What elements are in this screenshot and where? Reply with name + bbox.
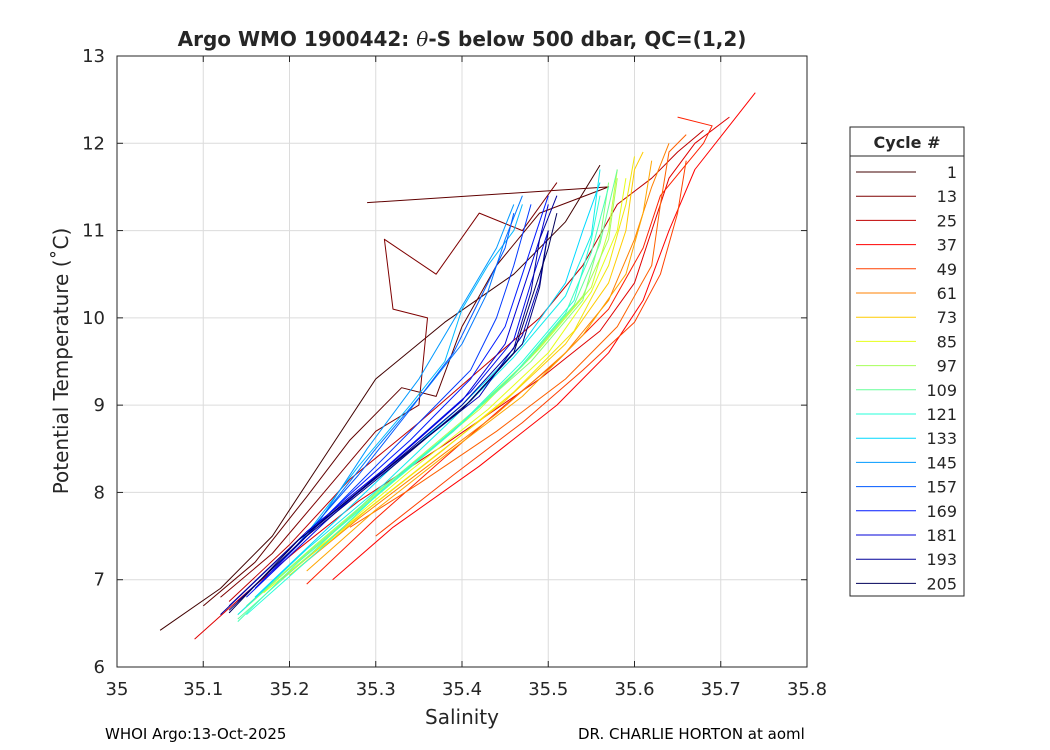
series-line-cycle-115 [237, 186, 610, 622]
series-line-cycle-25 [228, 129, 704, 602]
legend-label: 49 [937, 260, 957, 279]
x-tick-label: 35.7 [701, 679, 741, 700]
series-line-cycle-145 [314, 204, 515, 528]
legend-label: 85 [937, 332, 957, 351]
x-tick-label: 35.3 [356, 679, 396, 700]
y-tick-label: 10 [82, 308, 105, 329]
series-line-cycle-127 [237, 169, 601, 615]
legend-label: 37 [937, 236, 957, 255]
x-tick-label: 35.2 [269, 679, 309, 700]
series-line-cycle-205 [228, 212, 558, 614]
y-tick-label: 11 [82, 221, 105, 242]
y-tick-label: 9 [94, 395, 105, 416]
y-tick-label: 12 [82, 133, 105, 154]
legend-label: 193 [926, 550, 957, 569]
y-axis-label: Potential Temperature (˚C) [49, 228, 73, 495]
legend-label: 145 [926, 453, 957, 472]
series-line-cycle-175 [246, 230, 549, 598]
series-layer [159, 92, 756, 640]
series-line-cycle-7 [202, 186, 610, 607]
x-tick-label: 35.6 [614, 679, 654, 700]
legend-label: 97 [937, 357, 957, 376]
y-tick-label: 8 [94, 482, 105, 503]
y-axis-ticks: 6 7 8 9 10 11 12 13 [82, 46, 807, 678]
legend-label: 13 [937, 187, 957, 206]
legend-label: 1 [947, 163, 957, 182]
series-line-cycle-121 [246, 195, 601, 615]
series-line-cycle-169 [254, 195, 549, 589]
series-line-cycle-163 [271, 204, 532, 572]
series-line-cycle-1 [159, 164, 601, 631]
x-tick-label: 35 [106, 679, 129, 700]
legend-label: 73 [937, 308, 957, 327]
legend-title: Cycle # [874, 133, 941, 152]
series-line-cycle-97 [246, 178, 618, 607]
series-line-cycle-37 [332, 92, 756, 581]
legend-label: 157 [926, 478, 957, 497]
legend-box [849, 126, 965, 597]
x-tick-label: 35.1 [183, 679, 223, 700]
y-tick-label: 13 [82, 46, 105, 67]
legend-label: 205 [926, 574, 957, 593]
legend-label: 25 [937, 211, 957, 230]
x-tick-label: 35.4 [442, 679, 482, 700]
legend-label: 181 [926, 526, 957, 545]
series-line-cycle-139 [297, 204, 523, 546]
series-line-cycle-13 [220, 182, 558, 598]
legend-items: 1 13 25 37 49 61 73 85 97 109 121 133 145 157 169 181 19… [856, 163, 957, 593]
series-line-cycle-55 [349, 134, 687, 528]
series-line-cycle-187 [237, 230, 549, 602]
footer-right: DR. CHARLIE HORTON at aoml [578, 725, 805, 743]
legend-label: 121 [926, 405, 957, 424]
x-tick-label: 35.8 [787, 679, 827, 700]
series-line-cycle-181 [228, 204, 549, 607]
series-line-cycle-49 [375, 160, 687, 537]
chart-title: Argo WMO 1900442: θ-S below 500 dbar, QC… [178, 27, 747, 51]
y-tick-label: 7 [94, 570, 105, 591]
footer-left: WHOI Argo:13-Oct-2025 [105, 725, 287, 743]
series-line-cycle-67 [306, 160, 653, 572]
series-line-cycle-157 [289, 212, 515, 554]
plot-area: 35 35.1 35.2 35.3 35.4 35.5 35.6 35.7 35.8 6 7 8 9 1… [82, 46, 827, 700]
x-tick-label: 35.5 [528, 679, 568, 700]
x-axis-label: Salinity [425, 705, 499, 729]
series-line-cycle-133 [254, 182, 601, 598]
legend: Cycle # 1 13 25 37 49 61 73 85 97 109 121 133 145 157… [849, 126, 965, 597]
legend-label: 169 [926, 502, 957, 521]
series-line-cycle-151 [306, 195, 523, 537]
y-tick-label: 6 [94, 657, 105, 678]
legend-label: 109 [926, 381, 957, 400]
legend-label: 61 [937, 284, 957, 303]
series-line-cycle-79 [289, 156, 635, 576]
legend-label: 133 [926, 429, 957, 448]
x-axis-ticks: 35 35.1 35.2 35.3 35.4 35.5 35.6 35.7 35.8 [106, 56, 827, 700]
series-line-cycle-43 [306, 116, 713, 585]
